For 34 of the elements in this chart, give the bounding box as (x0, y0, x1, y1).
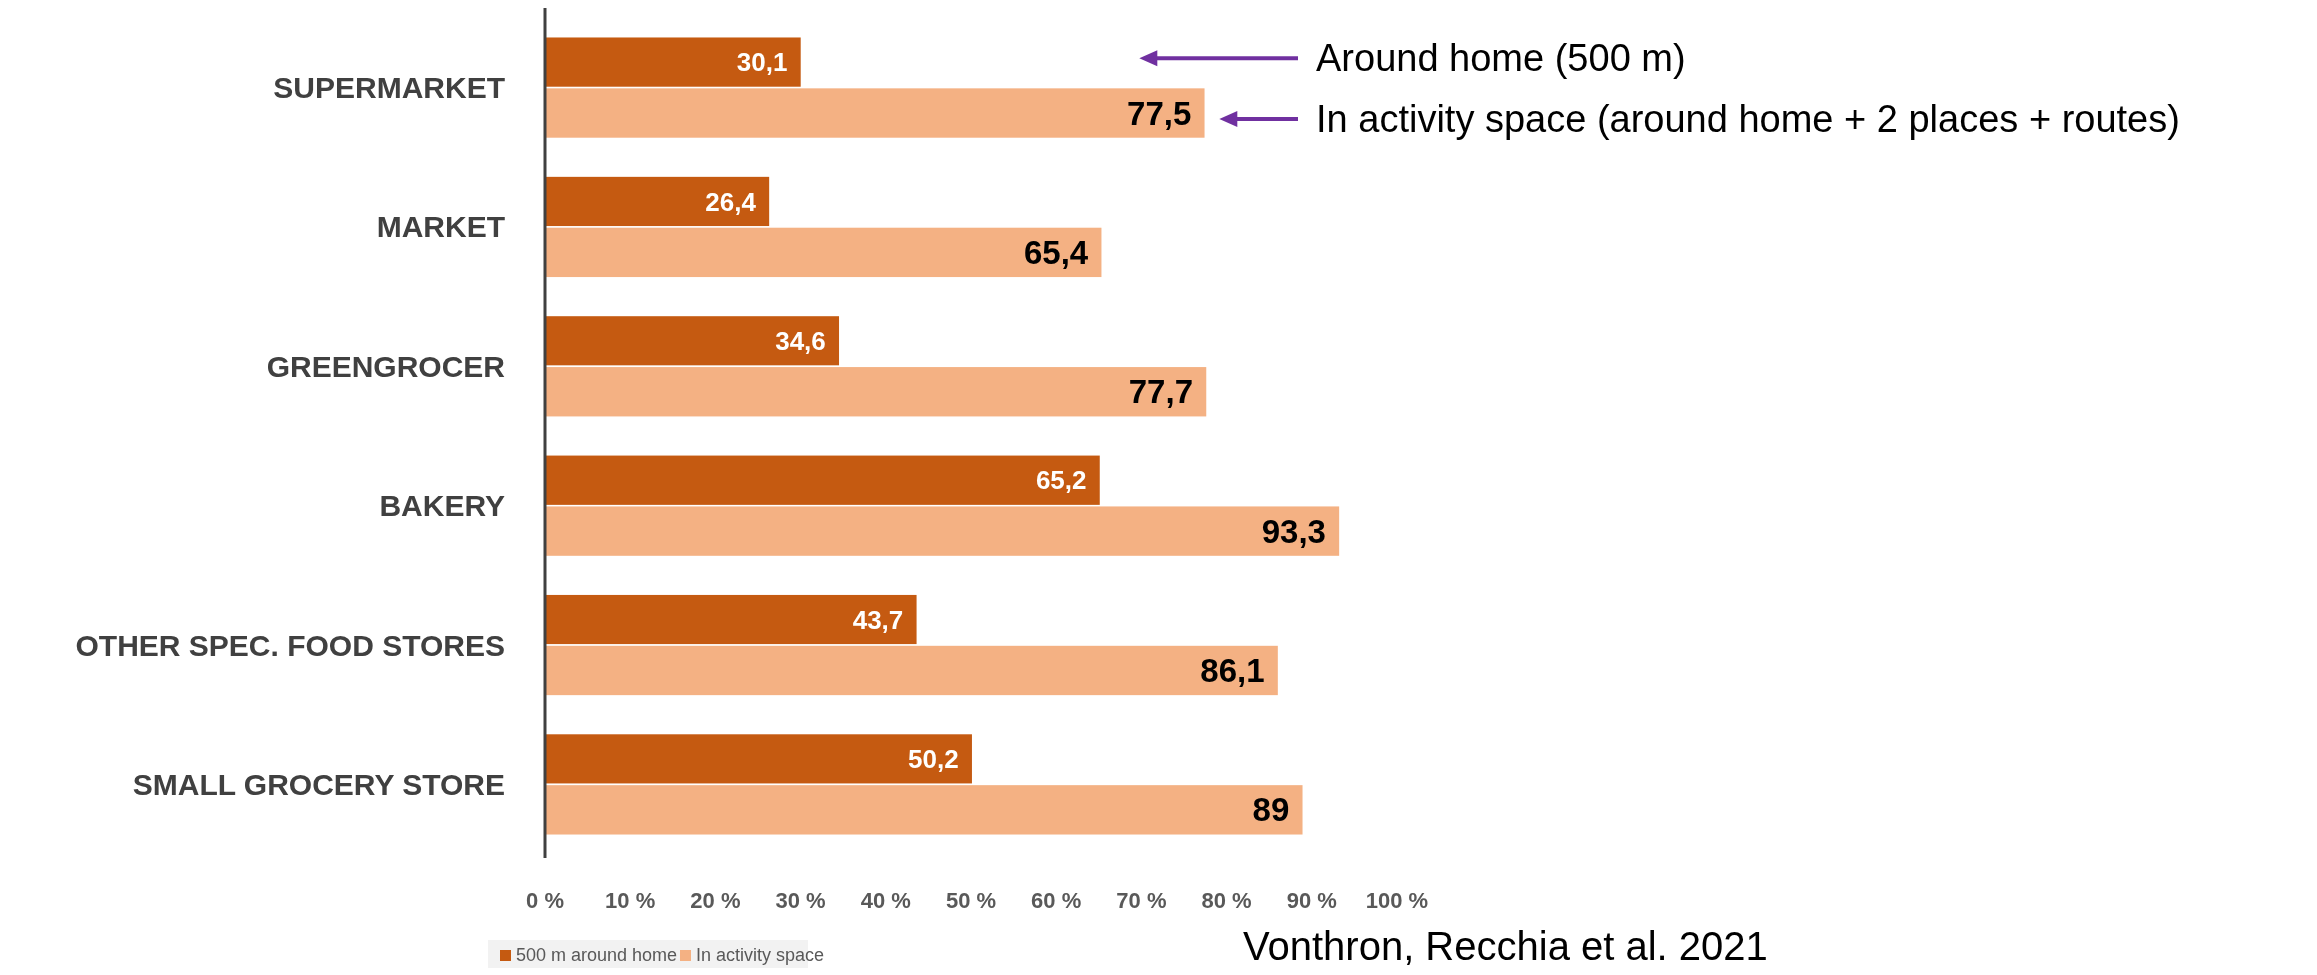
x-tick-label: 20 % (690, 888, 741, 913)
x-tick-label: 80 % (1201, 888, 1252, 913)
x-tick-label: 10 % (605, 888, 656, 913)
y-tick-label: BAKERY (379, 489, 505, 523)
annotation: In activity space (around home + 2 places + routes) (1316, 98, 2180, 141)
data-label: 77,7 (1128, 373, 1193, 411)
legend-label: 500 m around home (516, 945, 678, 965)
text: Vonthron, Recchia et al. 2021 (1243, 924, 1768, 968)
data-label: 89 (1252, 791, 1290, 829)
data-label: 50,2 (908, 743, 959, 774)
x-tick-label: 30 % (775, 888, 826, 913)
x-tick-label: 40 % (860, 888, 911, 913)
data-label: 93,3 (1261, 512, 1326, 550)
data-label: 86,1 (1200, 651, 1265, 689)
y-tick-label: GREENGROCER (266, 349, 506, 383)
data-label: 65,4 (1023, 233, 1089, 271)
y-tick-label: SUPERMARKET (273, 71, 505, 105)
data-label: 34,6 (775, 325, 826, 356)
x-tick-label: 100 % (1365, 888, 1429, 913)
x-tick-label: 60 % (1031, 888, 1082, 913)
x-tick-label: 0 % (526, 888, 564, 913)
x-tick-label: 70 % (1116, 888, 1167, 913)
y-tick-label: OTHER SPEC. FOOD STORES (75, 628, 505, 662)
x-tick-label: 90 % (1286, 888, 1337, 913)
x-tick-label: 50 % (945, 888, 997, 913)
y-tick-label: SMALL GROCERY STORE (132, 767, 505, 801)
data-label: 43,7 (852, 604, 904, 635)
data-label: 77,5 (1127, 94, 1192, 132)
legend-label: In activity space (696, 945, 825, 965)
data-label: 30,1 (736, 47, 788, 78)
y-tick-label: MARKET (376, 210, 505, 244)
data-label: 26,4 (705, 186, 757, 217)
annotation: Around home (500 m) (1316, 37, 1686, 80)
data-label: 65,2 (1035, 465, 1087, 496)
